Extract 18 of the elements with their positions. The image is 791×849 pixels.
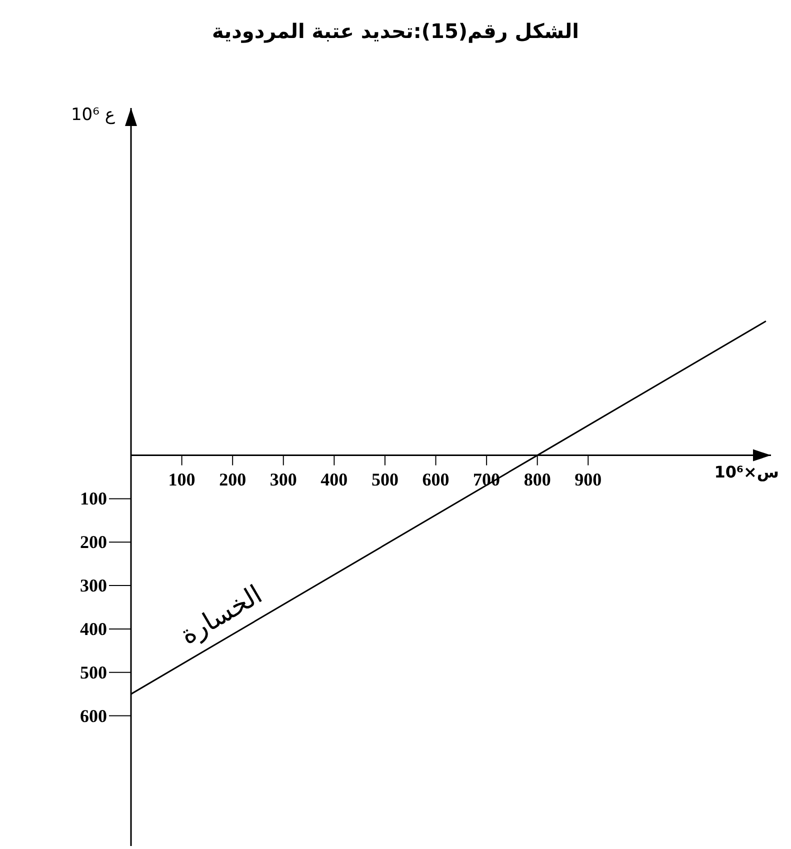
y-tick-label: 500 [80,662,107,682]
annotation: الخسارة [175,580,268,651]
y-tick-label: 400 [80,618,107,639]
y-tick-label: 600 [80,706,107,726]
x-tick-label: 100 [168,469,196,490]
y-tick-label: 100 [80,488,107,509]
chart-title: الشكل رقم(15):تحديد عتبة المردودية [212,19,579,43]
x-tick-label: 600 [422,469,450,490]
x-axis-title: س×10⁶ [714,462,779,482]
x-tick-label: 800 [524,469,551,490]
y-tick-label: 200 [80,532,107,552]
x-tick-label: 500 [371,469,398,490]
x-tick-label: 300 [270,469,297,490]
x-tick-label: 400 [320,469,348,490]
y-axis-title: ع 10⁶ [70,105,115,125]
x-tick-label: 200 [219,469,246,490]
y-tick-label: 300 [80,576,107,596]
x-tick-label: 900 [574,469,602,490]
